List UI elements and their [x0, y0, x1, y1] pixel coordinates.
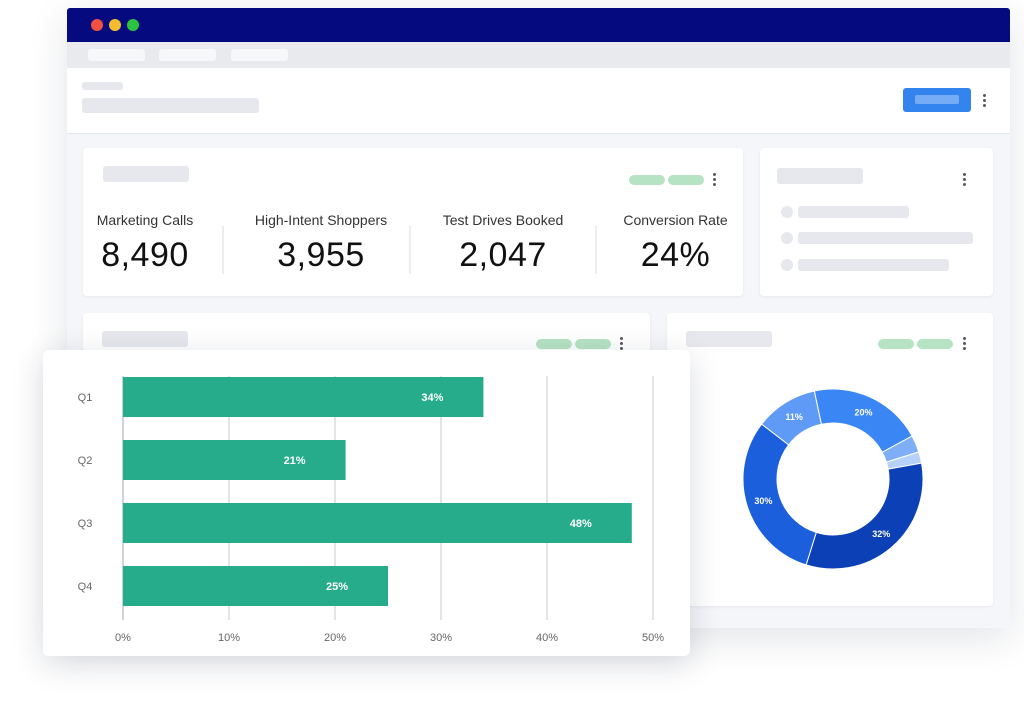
slice-label: 30%: [754, 496, 772, 506]
bar[interactable]: [123, 503, 632, 543]
tab-placeholder[interactable]: [159, 49, 216, 61]
bar-chart-card: 0% 10% 20% 30% 40% 50% Q1 34% Q2 21% Q3 48% Q4 25%: [43, 350, 690, 656]
list-item-placeholder: [798, 232, 973, 244]
slice-label: 20%: [855, 408, 873, 418]
x-tick-label: 0%: [115, 632, 131, 644]
stat-value: 8,490: [101, 236, 189, 274]
donut-chart: 20% 32% 30% 11%: [742, 388, 924, 570]
card-title-placeholder: [777, 168, 863, 184]
list-item-placeholder: [798, 206, 909, 218]
page-header: [67, 68, 1010, 134]
stat-value: 2,047: [459, 236, 547, 274]
x-tick-label: 30%: [430, 632, 452, 644]
y-tick-label: Q2: [78, 455, 93, 467]
x-tick-label: 10%: [218, 632, 240, 644]
list-bullet: [781, 259, 793, 271]
legend-pill[interactable]: [878, 339, 914, 349]
stat-divider: [409, 226, 411, 274]
bar[interactable]: [123, 377, 484, 417]
donut-slice[interactable]: [813, 388, 913, 453]
list-item-placeholder: [798, 259, 949, 271]
title-bar: [67, 8, 1010, 42]
stat-divider: [222, 226, 224, 274]
list-bullet: [781, 206, 793, 218]
slice-label: 32%: [872, 529, 890, 539]
card-menu-icon[interactable]: [713, 173, 717, 187]
bar-value-label: 25%: [326, 581, 348, 593]
tab-placeholder[interactable]: [231, 49, 288, 61]
stat-label: Conversion Rate: [623, 212, 728, 228]
bar[interactable]: [123, 440, 346, 480]
bar-chart: 0% 10% 20% 30% 40% 50% Q1 34% Q2 21% Q3 48% Q4 25%: [78, 376, 664, 644]
bar-value-label: 34%: [421, 392, 443, 404]
bar-value-label: 21%: [284, 455, 306, 467]
card-title-placeholder: [103, 166, 189, 182]
legend-pill[interactable]: [668, 175, 704, 185]
slice-label: 11%: [785, 412, 803, 422]
stat-value: 3,955: [277, 236, 365, 274]
x-tick-label: 50%: [642, 632, 664, 644]
list-bullet: [781, 232, 793, 244]
page-title-placeholder: [82, 98, 259, 113]
stat-divider: [595, 226, 597, 274]
bar[interactable]: [123, 566, 388, 606]
legend-pill[interactable]: [917, 339, 953, 349]
button-label-placeholder: [915, 95, 959, 104]
maximize-dot[interactable]: [127, 19, 139, 31]
summary-list-card: [760, 148, 993, 296]
stat-label: Test Drives Booked: [442, 212, 564, 228]
stat-value: 24%: [640, 236, 711, 274]
card-title-placeholder: [102, 331, 188, 347]
bar-value-label: 48%: [570, 518, 592, 530]
y-tick-label: Q4: [78, 581, 93, 593]
card-title-placeholder: [686, 331, 772, 347]
legend-pill[interactable]: [536, 339, 572, 349]
card-menu-icon[interactable]: [620, 337, 624, 351]
primary-action-button[interactable]: [903, 88, 971, 112]
close-dot[interactable]: [91, 19, 103, 31]
donut-slice[interactable]: [805, 462, 924, 570]
stat-label: Marketing Calls: [96, 212, 194, 228]
y-tick-label: Q1: [78, 392, 93, 404]
kpi-card: Marketing Calls 8,490 High-Intent Shoppe…: [83, 148, 743, 296]
legend-pill[interactable]: [629, 175, 665, 185]
x-tick-label: 20%: [324, 632, 346, 644]
donut-slice[interactable]: [760, 390, 822, 446]
donut-chart-card: 20% 32% 30% 11%: [667, 313, 993, 606]
legend-pill[interactable]: [575, 339, 611, 349]
stat-label: High-Intent Shoppers: [254, 212, 388, 228]
x-tick-label: 40%: [536, 632, 558, 644]
tab-placeholder[interactable]: [88, 49, 145, 61]
card-menu-icon[interactable]: [963, 173, 967, 187]
tab-bar: [67, 42, 1010, 68]
minimize-dot[interactable]: [109, 19, 121, 31]
card-menu-icon[interactable]: [963, 337, 967, 351]
y-tick-label: Q3: [78, 518, 93, 530]
more-options-icon[interactable]: [983, 94, 987, 108]
donut-slice[interactable]: [742, 423, 817, 566]
breadcrumb-placeholder: [82, 82, 123, 90]
